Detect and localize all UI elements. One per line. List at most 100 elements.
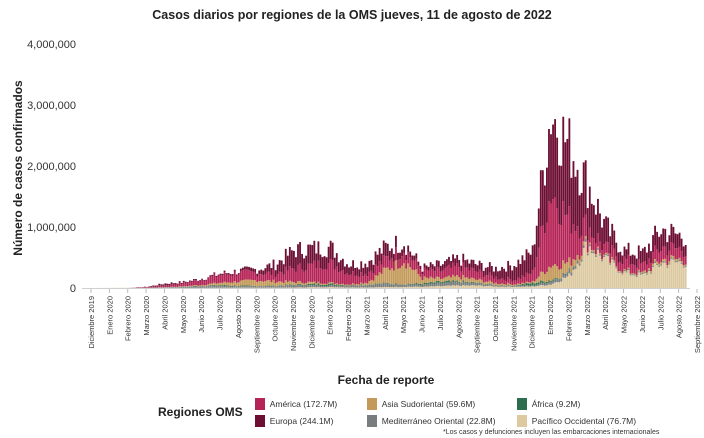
bar-segment [521, 286, 524, 288]
bar-segment [525, 286, 528, 288]
bar-segment [380, 264, 383, 274]
legend-item-asia-sudoriental: Asia Sudoriental (59.6M) [366, 397, 517, 411]
bar-segment [637, 271, 640, 273]
bar-segment [684, 256, 687, 265]
bar-segment [515, 280, 518, 285]
bar-segment [637, 271, 640, 272]
bar-segment [588, 244, 591, 247]
bar-segment [352, 271, 355, 284]
bar-segment [501, 266, 503, 279]
bar-segment [613, 261, 616, 263]
bar-segment [562, 260, 565, 273]
bar-segment [399, 252, 401, 260]
bar-segment [297, 284, 299, 285]
bar-segment [407, 252, 410, 264]
bar-segment [531, 282, 534, 286]
bar-segment [580, 192, 583, 236]
bar-segment [460, 283, 463, 284]
bar-segment [470, 281, 473, 283]
bar-segment [474, 279, 477, 283]
bar-segment [154, 286, 157, 288]
bar-segment [323, 286, 326, 288]
bar-segment [682, 266, 685, 268]
bar-segment [407, 263, 410, 284]
bar-segment [517, 283, 520, 285]
bar-segment [548, 201, 550, 267]
bar-segment [235, 286, 238, 288]
bar-segment [248, 266, 250, 271]
bar-segment [499, 270, 501, 280]
bar-segment [625, 259, 628, 271]
x-tick-label: Febrero 2022 [564, 296, 573, 341]
bar-segment [337, 262, 340, 273]
bar-segment [523, 285, 526, 287]
bar-segment [564, 263, 567, 274]
bar-segment [356, 285, 359, 288]
bar-segment [666, 265, 669, 267]
bar-segment [392, 253, 395, 262]
bar-segment [366, 283, 369, 286]
bar-segment [641, 274, 644, 288]
bar-segment [237, 282, 240, 287]
bar-segment [229, 285, 232, 287]
bar-segment [576, 260, 579, 264]
bar-segment [419, 286, 422, 288]
bar-segment [195, 286, 197, 288]
bar-segment [307, 287, 310, 288]
bar-segment [339, 260, 342, 271]
bar-segment [462, 274, 465, 281]
bar-segment [297, 285, 299, 288]
bar-segment [511, 281, 514, 285]
bar-segment [280, 281, 283, 286]
bar-segment [454, 281, 457, 283]
bar-segment [174, 284, 177, 287]
bar-segment [537, 284, 540, 286]
bar-segment [299, 263, 301, 281]
bar-segment [535, 284, 538, 287]
bar-segment [168, 284, 171, 286]
bar-segment [272, 285, 275, 286]
bar-segment [211, 274, 214, 277]
bar-segment [301, 285, 303, 288]
x-tick-label: Febrero 2021 [344, 296, 353, 341]
bar-segment [278, 260, 281, 272]
bar-segment [286, 285, 289, 288]
bar-segment [480, 262, 483, 272]
bar-segment [654, 259, 656, 262]
bar-segment [431, 277, 434, 283]
bar-segment [350, 285, 352, 286]
bar-segment [205, 286, 208, 288]
bar-segment [211, 283, 214, 286]
bar-segment [652, 235, 654, 253]
bar-segment [480, 271, 483, 280]
bar-segment [409, 286, 412, 288]
bar-segment [525, 285, 528, 287]
bar-segment [321, 269, 324, 284]
bar-segment [258, 286, 261, 288]
bar-segment [374, 287, 377, 288]
bar-segment [356, 287, 359, 288]
bar-segment [188, 281, 191, 286]
bar-segment [264, 281, 267, 286]
bar-segment [307, 285, 310, 288]
bar-segment [317, 260, 320, 282]
bar-segment [188, 280, 191, 282]
bar-segment [629, 255, 632, 265]
bar-segment [313, 287, 316, 288]
x-tick-label: Junio 2020 [197, 296, 206, 333]
bar-segment [364, 282, 367, 285]
bar-segment [256, 282, 259, 287]
bar-segment [215, 276, 218, 284]
bar-segment [390, 268, 393, 284]
bar-segment [409, 267, 412, 284]
bar-segment [531, 245, 534, 271]
bar-segment [419, 285, 422, 287]
bar-segment [441, 281, 444, 284]
bar-segment [280, 260, 283, 273]
bar-segment [458, 281, 461, 283]
bar-segment [531, 286, 534, 288]
bar-segment [425, 284, 428, 287]
bar-segment [313, 284, 316, 288]
bar-segment [662, 262, 665, 288]
bar-segment [262, 286, 265, 288]
